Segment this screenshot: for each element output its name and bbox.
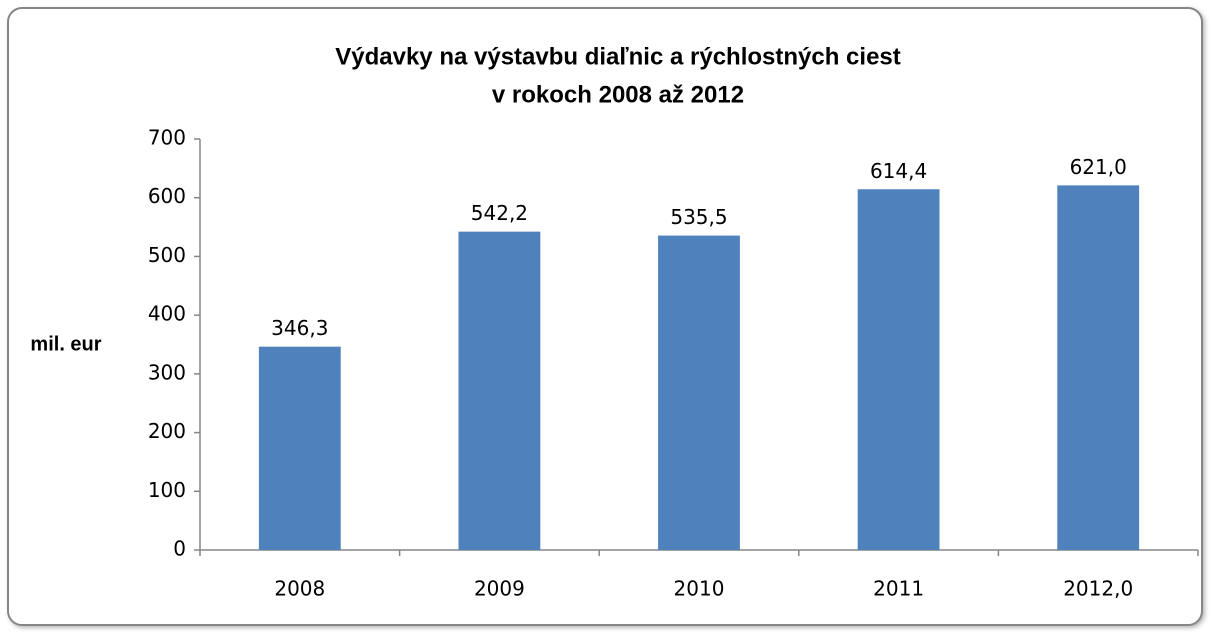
bar (658, 235, 740, 550)
x-tick-label: 2012,0 (1063, 577, 1133, 601)
bar (857, 189, 940, 550)
bar (1057, 185, 1140, 551)
y-tick-label: 600 (148, 184, 186, 208)
y-tick-label: 700 (148, 126, 186, 150)
y-axis-label: mil. eur (30, 333, 101, 355)
x-tick-label: 2010 (674, 577, 725, 601)
data-label: 535,5 (670, 205, 727, 229)
y-tick-label: 400 (148, 302, 186, 326)
y-tick-label: 0 (173, 537, 186, 561)
y-tick-label: 200 (148, 419, 186, 443)
chart-title: Výdavky na výstavbu diaľnic a rýchlostný… (335, 43, 901, 70)
x-tick-label: 2009 (474, 577, 525, 601)
data-label: 614,4 (870, 159, 927, 183)
y-tick-label: 300 (148, 360, 186, 384)
data-label: 542,2 (471, 201, 528, 225)
data-label: 621,0 (1070, 155, 1127, 179)
y-tick-label: 100 (148, 478, 186, 502)
chart-title: v rokoch 2008 až 2012 (492, 81, 744, 108)
x-tick-label: 2011 (873, 577, 924, 601)
x-tick-label: 2008 (274, 577, 325, 601)
y-tick-label: 500 (148, 243, 186, 267)
data-label: 346,3 (271, 316, 328, 340)
bar (458, 231, 541, 551)
bar (258, 346, 341, 550)
